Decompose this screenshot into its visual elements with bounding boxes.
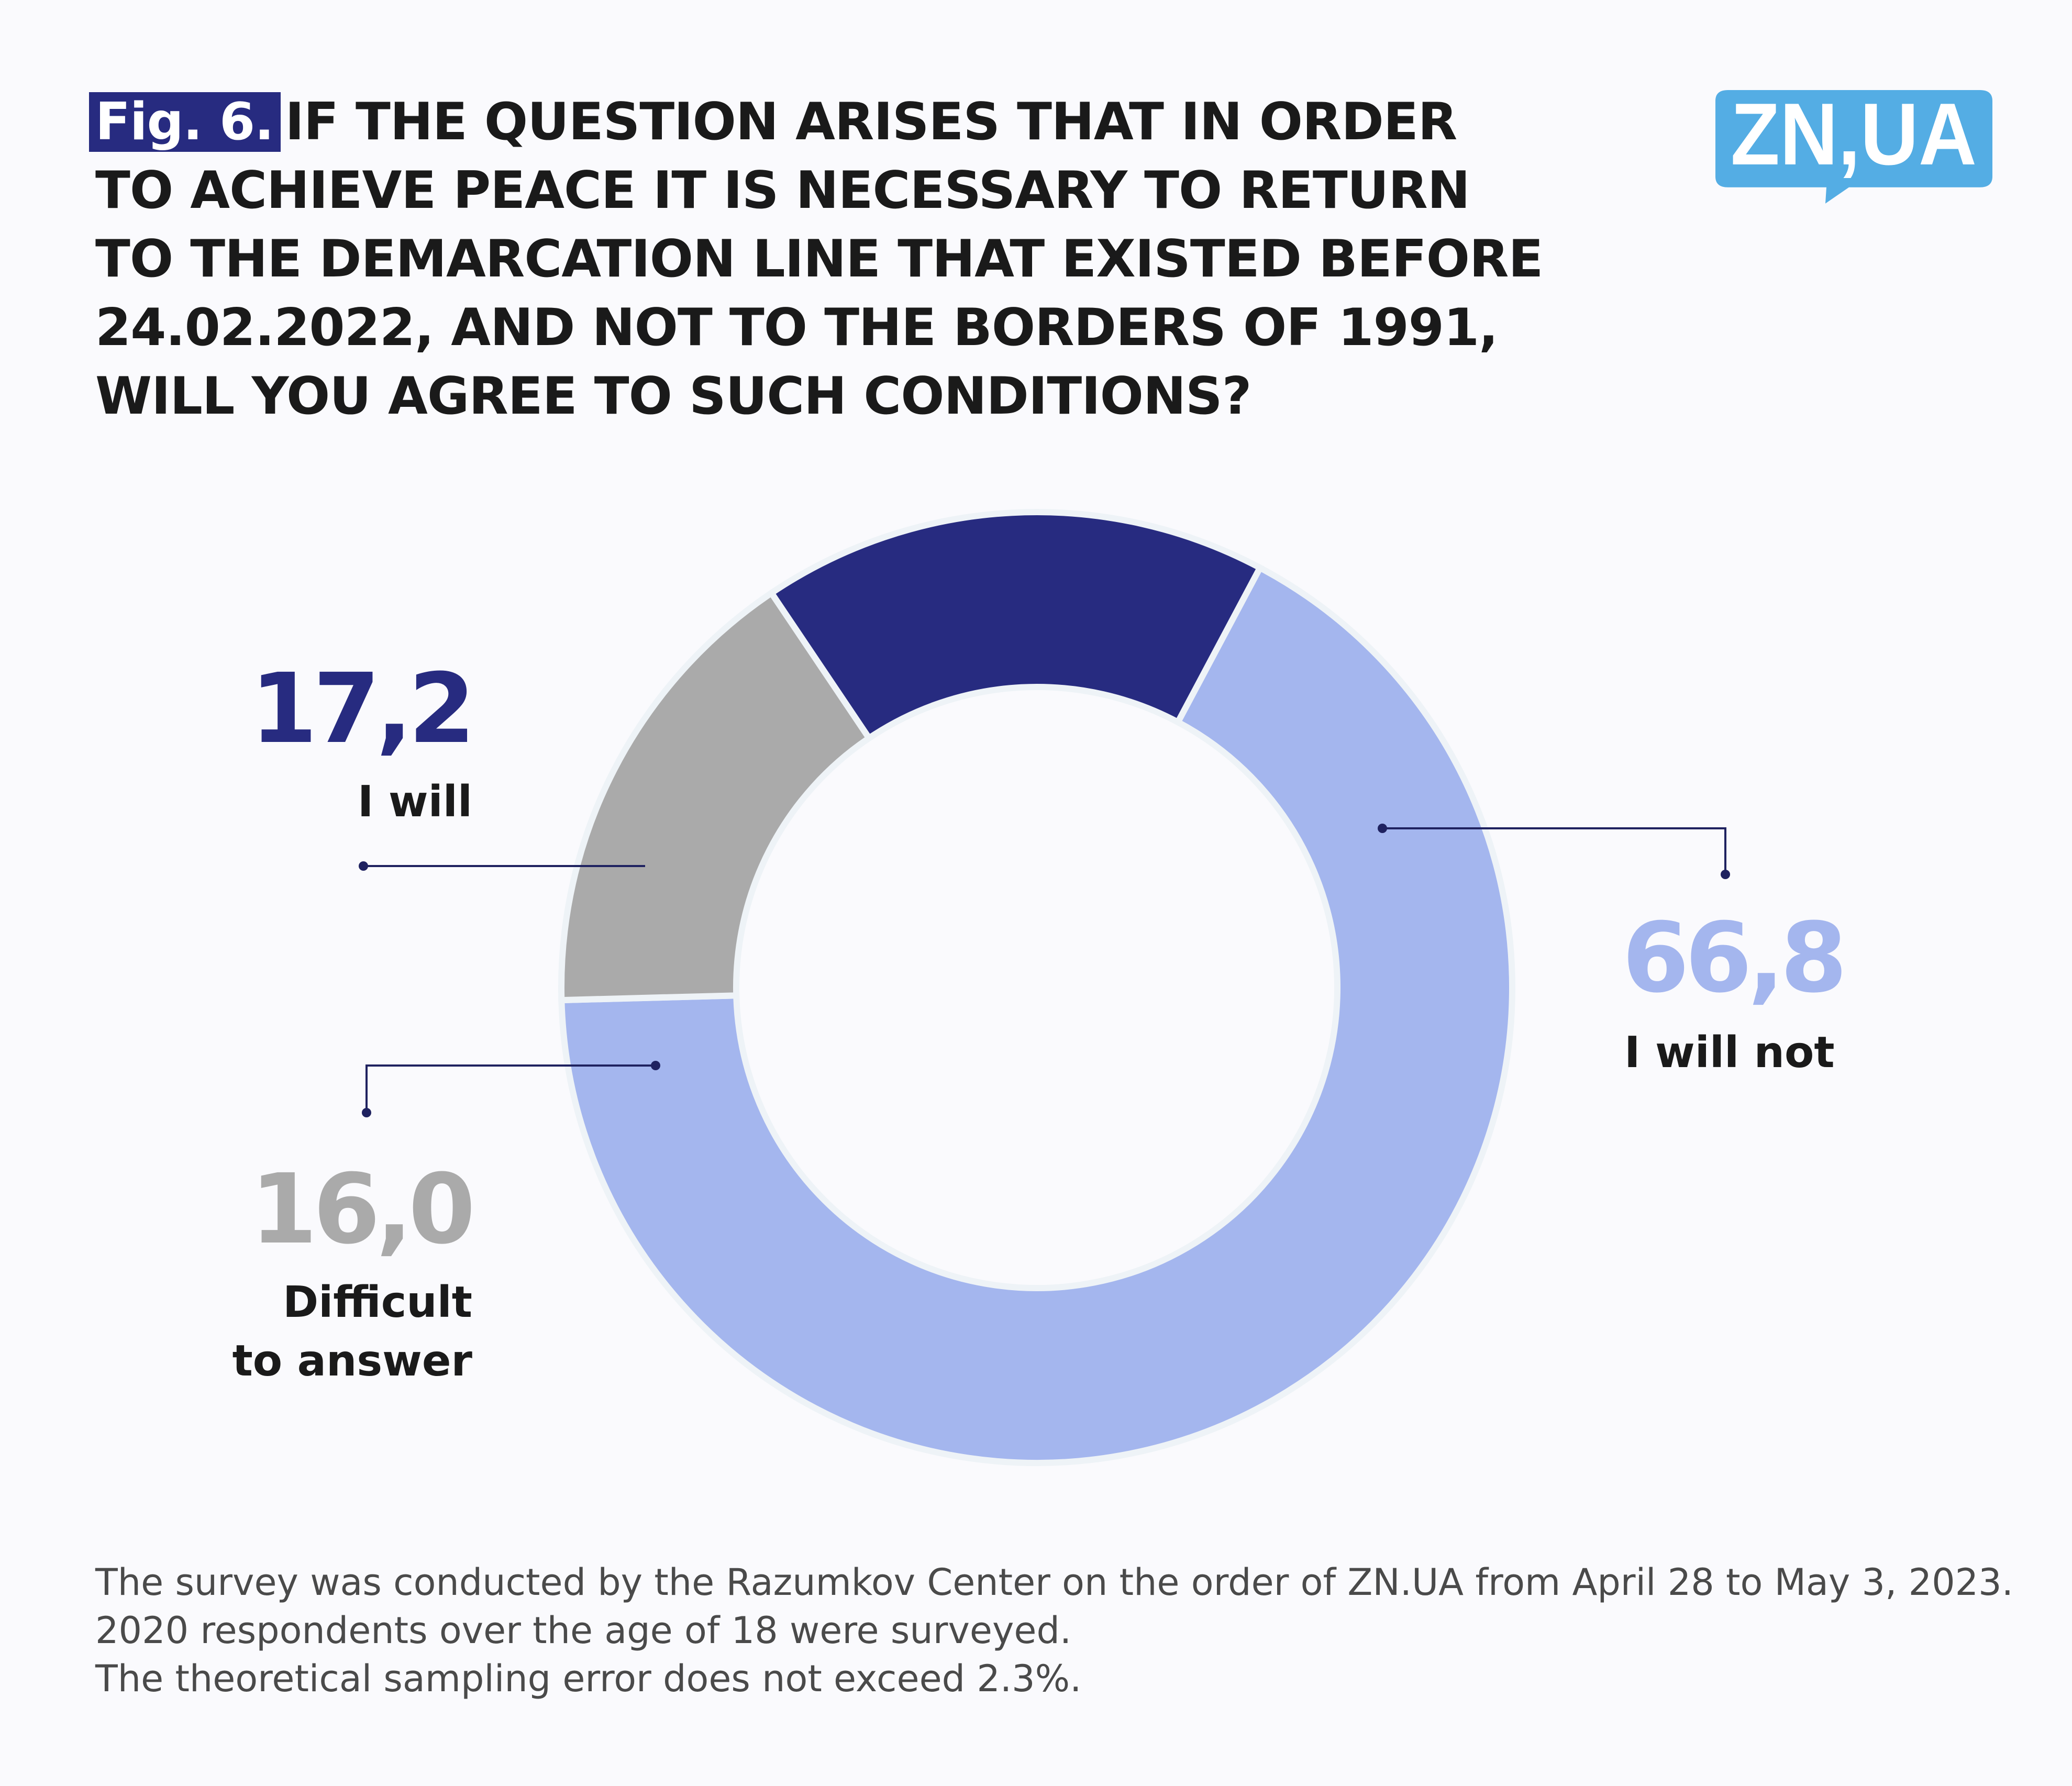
footnote-line-2: 2020 respondents over the age of 18 were… [95,1609,1072,1652]
leader-dot-i-will-not-b [1721,870,1730,879]
leader-dot-difficult-b [362,1108,371,1117]
footnote-line-3: The theoretical sampling error does not … [95,1657,1082,1700]
value-label-i-will-not: 66,8 [1622,902,1847,1014]
category-label-difficult: Difficult to answer [232,1273,472,1391]
title-line-2: TO ACHIEVE PEACE IT IS NECESSARY TO RETU… [95,161,1470,220]
figure-label: Fig. 6. [89,92,281,152]
title-line-1: Fig. 6. IF THE QUESTION ARISES THAT IN OR… [89,88,1614,157]
category-label-difficult-line-1: Difficult [283,1278,472,1327]
category-label-i-will: I will [357,777,472,827]
slice-i-will [767,509,1265,743]
leader-line-i-will-not [1382,827,1726,874]
slice-difficult-to-answer [558,589,874,1004]
title-line-4: 24.02.2022, AND NOT TO THE BORDERS OF 19… [95,298,1498,358]
leader-line-difficult [365,1064,656,1113]
title-line-5: WILL YOU AGREE TO SUCH CONDITIONS? [95,367,1251,426]
title-line-3: TO THE DEMARCATION LINE THAT EXISTED BEF… [95,229,1543,289]
leader-dot-difficult-a [651,1061,660,1070]
value-label-i-will: 17,2 [250,653,475,765]
value-label-difficult: 16,0 [250,1153,475,1266]
footnote: The survey was conducted by the Razumkov… [95,1558,2033,1703]
footnote-line-1: The survey was conducted by the Razumkov… [95,1561,2013,1604]
leader-dot-i-will-not-a [1378,824,1387,833]
leader-lines [359,824,1730,1117]
slice-i-will-not [558,563,1515,1466]
leader-dot-i-will [359,861,368,871]
donut-slices [558,509,1515,1466]
zn-ua-logo: ZN,UA [1715,90,1992,204]
logo-speech-bubble [1715,90,1992,204]
chart-title: Fig. 6. IF THE QUESTION ARISES THAT IN OR… [89,88,1614,431]
logo-text: ZN,UA [1731,90,1977,183]
category-label-difficult-line-2: to answer [232,1336,472,1386]
category-label-i-will-not: I will not [1624,1028,1835,1078]
title-text-1: IF THE QUESTION ARISES THAT IN ORDER [285,92,1457,152]
